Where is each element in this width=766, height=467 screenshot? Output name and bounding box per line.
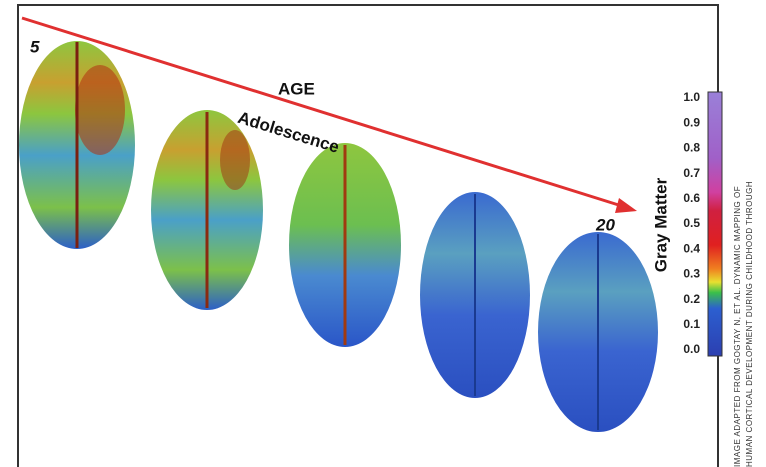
colorbar-tick-label: 0.3: [683, 267, 700, 281]
end-age: 20: [595, 215, 615, 234]
colorbar-tick-label: 1.0: [683, 90, 700, 104]
colorbar-tick-label: 0.2: [683, 292, 700, 306]
colorbar-tick-label: 0.7: [683, 166, 700, 180]
colorbar-title: Gray Matter: [651, 177, 670, 272]
credit-line: HUMAN CORTICAL DEVELOPMENT DURING CHILDH…: [745, 181, 754, 467]
start-age: 5: [30, 37, 40, 56]
brain: [538, 232, 658, 432]
colorbar-tick-label: 0.4: [683, 241, 700, 255]
brain: [19, 41, 135, 249]
colorbar: [707, 91, 723, 357]
brain: [151, 110, 263, 310]
colorbar-tick-label: 0.1: [683, 317, 700, 331]
axis-label: AGE: [278, 79, 315, 98]
colorbar-tick-label: 0.0: [683, 342, 700, 356]
colorbar-tick-label: 0.9: [683, 115, 700, 129]
brain: [420, 192, 530, 398]
arrow-head: [615, 198, 637, 213]
colorbar-tick-label: 0.6: [683, 191, 700, 205]
brain: [289, 143, 401, 347]
colorbar-tick-label: 0.8: [683, 141, 700, 155]
age-arrow: [21, 16, 626, 209]
credit-line: IMAGE ADAPTED FROM GOGTAY N, ET AL. DYNA…: [733, 186, 742, 467]
colorbar-tick-label: 0.5: [683, 216, 700, 230]
